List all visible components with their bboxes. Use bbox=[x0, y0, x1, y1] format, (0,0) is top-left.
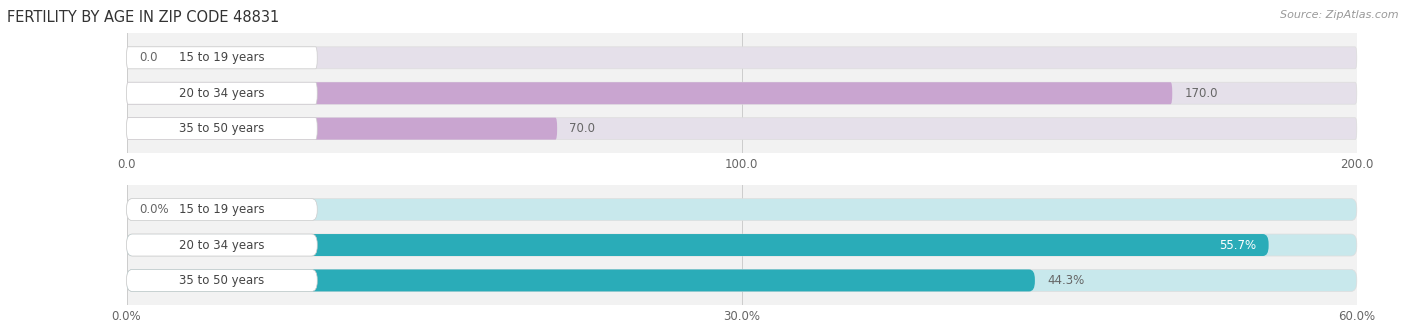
Text: 0.0: 0.0 bbox=[139, 51, 157, 64]
FancyBboxPatch shape bbox=[127, 47, 318, 69]
FancyBboxPatch shape bbox=[127, 199, 318, 220]
FancyBboxPatch shape bbox=[127, 234, 1357, 256]
FancyBboxPatch shape bbox=[127, 270, 1357, 291]
Text: 15 to 19 years: 15 to 19 years bbox=[179, 203, 264, 216]
Text: 15 to 19 years: 15 to 19 years bbox=[179, 51, 264, 64]
Text: 20 to 34 years: 20 to 34 years bbox=[179, 87, 264, 100]
Text: 55.7%: 55.7% bbox=[1219, 239, 1257, 251]
FancyBboxPatch shape bbox=[127, 82, 1173, 104]
Text: FERTILITY BY AGE IN ZIP CODE 48831: FERTILITY BY AGE IN ZIP CODE 48831 bbox=[7, 10, 280, 25]
Text: 170.0: 170.0 bbox=[1185, 87, 1218, 100]
FancyBboxPatch shape bbox=[127, 234, 1268, 256]
Text: 44.3%: 44.3% bbox=[1047, 274, 1084, 287]
FancyBboxPatch shape bbox=[127, 118, 1357, 140]
Text: 0.0%: 0.0% bbox=[139, 203, 169, 216]
Text: 35 to 50 years: 35 to 50 years bbox=[179, 274, 264, 287]
FancyBboxPatch shape bbox=[127, 82, 318, 104]
FancyBboxPatch shape bbox=[127, 199, 1357, 220]
FancyBboxPatch shape bbox=[127, 118, 318, 140]
FancyBboxPatch shape bbox=[127, 82, 1357, 104]
FancyBboxPatch shape bbox=[127, 47, 1357, 69]
Text: 70.0: 70.0 bbox=[569, 122, 595, 135]
Text: 35 to 50 years: 35 to 50 years bbox=[179, 122, 264, 135]
Text: 20 to 34 years: 20 to 34 years bbox=[179, 239, 264, 251]
Text: Source: ZipAtlas.com: Source: ZipAtlas.com bbox=[1281, 10, 1399, 20]
FancyBboxPatch shape bbox=[127, 118, 557, 140]
FancyBboxPatch shape bbox=[127, 234, 318, 256]
FancyBboxPatch shape bbox=[127, 270, 318, 291]
FancyBboxPatch shape bbox=[127, 270, 1035, 291]
